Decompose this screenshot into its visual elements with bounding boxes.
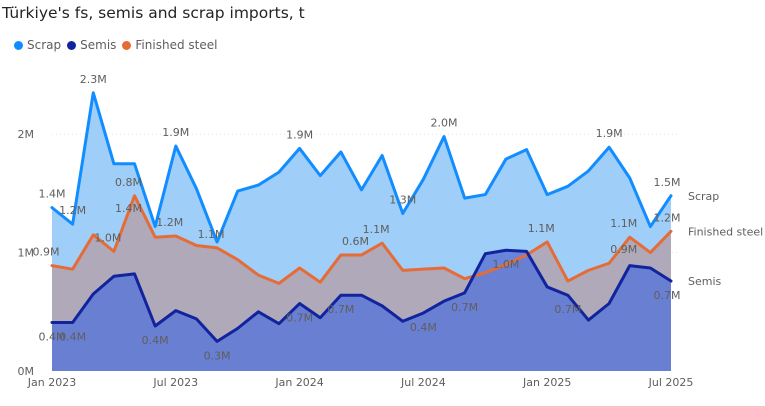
data-label: 0.4M: [410, 321, 437, 334]
legend-item[interactable]: Finished steel: [122, 38, 217, 52]
data-label: 1.2M: [156, 216, 183, 229]
series-end-label: Semis: [688, 275, 722, 288]
data-label: 1.0M: [94, 231, 121, 244]
series-end-label: Scrap: [688, 190, 719, 203]
data-label: 0.7M: [654, 289, 681, 302]
data-label: 0.4M: [39, 330, 66, 343]
data-label: 0.6M: [342, 235, 369, 248]
data-label: 1.9M: [162, 126, 189, 139]
x-tick-label: Jul 2023: [152, 376, 198, 389]
data-label: 1.5M: [654, 176, 681, 189]
data-label: 0.4M: [59, 330, 86, 343]
data-label: 2.3M: [80, 73, 107, 86]
data-label: 1.1M: [528, 222, 555, 235]
data-label: 0.3M: [204, 349, 231, 362]
legend-marker: [14, 40, 23, 50]
legend-label: Scrap: [27, 38, 62, 52]
data-label: 1.4M: [39, 188, 66, 201]
data-label: 1.0M: [492, 258, 519, 271]
data-label: 2.0M: [431, 117, 458, 130]
y-tick-label: 1M: [18, 247, 35, 260]
data-label: 1.3M: [389, 194, 416, 207]
data-label: 0.8M: [115, 176, 142, 189]
line-semis: [50, 248, 673, 343]
data-label: 1.9M: [286, 128, 313, 141]
data-label: 0.4M: [142, 334, 169, 347]
data-label: 1.1M: [610, 217, 637, 230]
data-label: 0.7M: [327, 303, 354, 316]
data-label: 1.4M: [115, 202, 142, 215]
line-scrap: [50, 91, 673, 244]
chart-legend: Scrap Semis Finished steel: [14, 38, 223, 52]
data-label: 1.9M: [596, 127, 623, 140]
x-tick-label: Jan 2023: [27, 376, 76, 389]
area-semis: [52, 250, 671, 371]
x-tick-label: Jan 2025: [522, 376, 571, 389]
y-tick-label: 2M: [18, 128, 35, 141]
data-label: 1.1M: [363, 223, 390, 236]
chart-title: Türkiye's fs, semis and scrap imports, t: [2, 4, 305, 22]
data-label: 0.7M: [286, 312, 313, 325]
x-tick-label: Jul 2024: [400, 376, 446, 389]
legend-label: Semis: [80, 38, 117, 52]
data-label: 1.1M: [198, 228, 225, 241]
legend-label: Finished steel: [135, 38, 218, 52]
data-label: 1.2M: [654, 211, 681, 224]
data-label: 1.2M: [59, 204, 86, 217]
data-label: 0.7M: [554, 303, 581, 316]
series-end-label: Finished steel: [688, 225, 763, 238]
legend-item[interactable]: Semis: [67, 38, 116, 52]
data-label: 0.7M: [451, 301, 478, 314]
data-label: 0.9M: [33, 246, 60, 259]
y-tick-label: 0M: [18, 365, 35, 378]
legend-marker: [67, 40, 77, 50]
legend-item[interactable]: Scrap: [14, 38, 61, 52]
legend-marker: [122, 40, 132, 50]
x-tick-label: Jul 2025: [648, 376, 694, 389]
line-finished-steel: [50, 194, 673, 285]
data-label: 0.9M: [610, 243, 637, 256]
x-tick-label: Jan 2024: [274, 376, 323, 389]
